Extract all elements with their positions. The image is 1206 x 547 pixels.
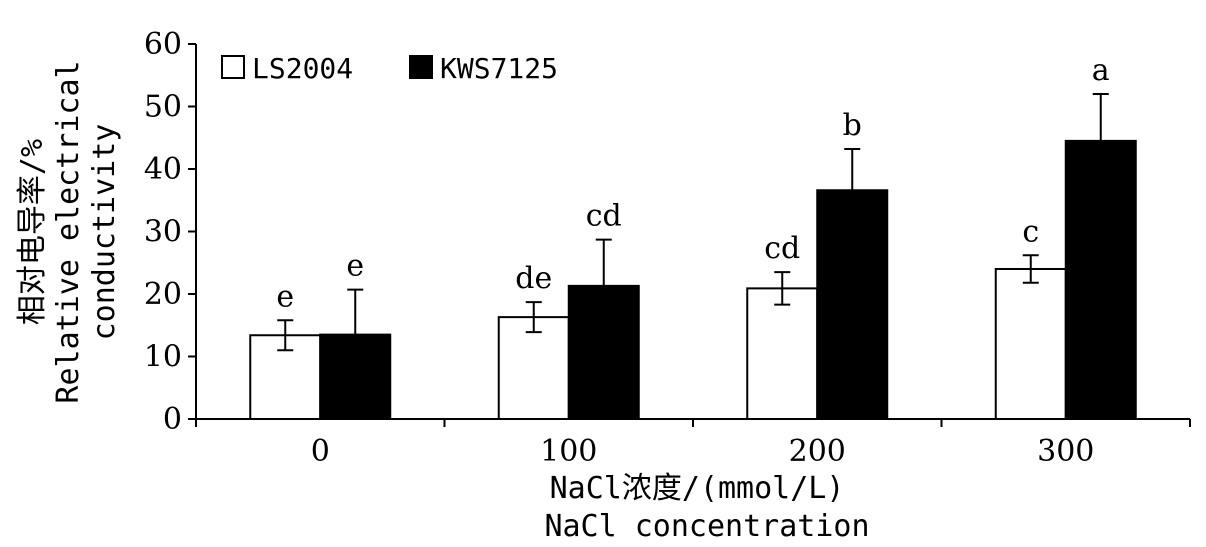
x-tick-label: 300 [1037,434,1094,469]
y-axis-title: 相对电导率/% Relative electrical conductivity [15,60,122,403]
x-tick-label: 100 [540,434,597,469]
y-tick-label: 30 [144,215,182,250]
significance-letter: cd [586,199,622,234]
significance-letter: de [515,261,552,296]
legend-swatch-kws7125 [409,55,433,79]
y-tick-label: 50 [144,90,182,125]
x-axis-title-en: NaCl concentration [544,509,869,544]
bar-kws7125 [1064,139,1137,420]
y-tick-label: 20 [144,277,182,312]
bar-kws7125 [816,189,889,420]
y-axis-title-cn: 相对电导率/% [15,139,50,325]
y-tick-label: 0 [163,402,182,437]
legend: LS2004 KWS7125 [221,52,558,85]
legend-swatch-ls2004 [221,55,245,79]
significance-letter: b [843,108,862,143]
bar-kws7125 [319,333,392,420]
significance-letter: a [1092,53,1110,88]
significance-letter: e [276,279,294,314]
x-axis-title-cn: NaCl浓度/(mmol/L) [550,471,845,506]
x-tick-label: 200 [789,434,846,469]
legend-label-ls2004: LS2004 [252,52,353,85]
error-bars [277,93,1109,352]
legend-label-kws7125: KWS7125 [440,52,558,85]
y-axis-title-en-line1: Relative electrical [51,60,86,403]
significance-letter: c [1022,214,1039,249]
y-axis-ticks: 0 10 20 30 40 50 60 [144,27,196,437]
y-tick-label: 40 [144,152,182,187]
y-tick-label: 60 [144,27,182,62]
bar-ls2004 [746,287,819,420]
y-axis-title-en-line2: conductivity [87,124,122,341]
bar-ls2004 [994,268,1067,420]
bars [249,139,1137,420]
significance-letter: e [346,249,364,284]
x-tick-label: 0 [311,434,330,469]
significance-letter: cd [764,231,800,266]
x-axis-ticks: 0 100 200 300 [195,419,1191,469]
bar-kws7125 [567,284,640,420]
y-tick-label: 10 [144,340,182,375]
